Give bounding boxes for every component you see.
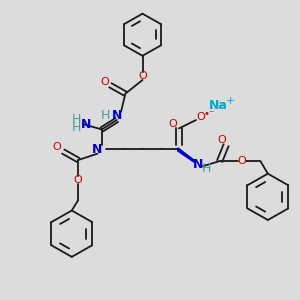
- Text: N: N: [92, 143, 103, 156]
- Text: O: O: [52, 142, 61, 152]
- Text: O: O: [168, 119, 177, 129]
- Text: O: O: [218, 135, 226, 145]
- Text: O: O: [100, 77, 109, 87]
- Text: •⁻: •⁻: [203, 109, 215, 119]
- Text: H: H: [71, 121, 81, 134]
- Text: N: N: [193, 158, 203, 171]
- Text: H: H: [202, 162, 212, 175]
- Text: H: H: [71, 113, 81, 127]
- Text: H: H: [100, 109, 110, 122]
- Polygon shape: [178, 148, 194, 162]
- Text: O: O: [74, 175, 82, 185]
- Text: O: O: [138, 71, 147, 81]
- Text: +: +: [226, 96, 235, 106]
- Text: N: N: [80, 118, 91, 131]
- Text: Na: Na: [209, 99, 228, 112]
- Text: O: O: [238, 156, 247, 166]
- Text: N: N: [112, 109, 122, 122]
- Text: O: O: [196, 112, 205, 122]
